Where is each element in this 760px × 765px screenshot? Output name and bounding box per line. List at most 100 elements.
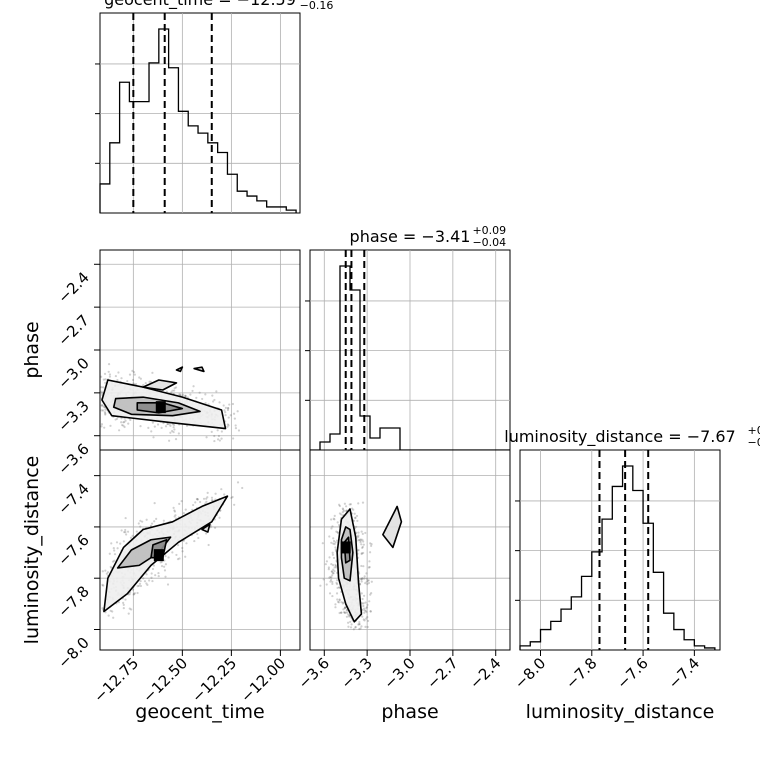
sample-point [184, 395, 187, 398]
sample-point [361, 615, 364, 618]
sample-point [217, 434, 221, 438]
sample-point [109, 424, 112, 427]
sample-point [184, 394, 187, 397]
sample-point [100, 409, 103, 412]
sample-point [359, 538, 362, 541]
sample-point [329, 578, 333, 582]
y-tick-label-luminosity_distance: −7.8 [54, 582, 92, 620]
sample-point [332, 568, 335, 571]
sample-point [337, 601, 340, 604]
sample-point [173, 515, 176, 518]
sample-point [122, 603, 125, 607]
x-tick-label-phase: −3.3 [337, 654, 375, 692]
sample-point [365, 572, 368, 575]
sample-point [107, 614, 110, 617]
sample-point [100, 404, 104, 407]
sample-point [336, 598, 339, 601]
sample-point [132, 382, 135, 385]
sample-point [194, 501, 197, 504]
density-peak [155, 401, 166, 414]
sample-point [370, 542, 373, 546]
sample-point [349, 503, 352, 506]
sample-point [150, 522, 154, 525]
sample-point [102, 378, 105, 381]
contour-phase|luminosity_distance-3 [382, 505, 403, 549]
x-tick-label-geocent_time: −12.75 [90, 654, 142, 706]
sample-point [340, 611, 343, 614]
sample-point [201, 397, 204, 401]
sample-point [131, 378, 135, 382]
sample-point [237, 429, 241, 432]
sample-point [145, 518, 148, 521]
panel-title-plus-phase: +0.09 [472, 224, 506, 237]
sample-point [346, 611, 349, 614]
sample-point [361, 576, 364, 580]
sample-point [144, 381, 147, 385]
sample-point [147, 426, 150, 429]
sample-point [361, 577, 364, 581]
sample-point [121, 424, 124, 427]
sample-point [361, 545, 364, 548]
sample-point [126, 379, 129, 383]
sample-point [146, 583, 149, 586]
sample-point [198, 500, 202, 504]
sample-point [358, 622, 361, 626]
sample-point [343, 611, 346, 614]
sample-point [360, 552, 363, 556]
sample-point [369, 542, 372, 545]
sample-point [151, 567, 155, 571]
sample-point [333, 514, 336, 518]
sample-point [354, 516, 357, 520]
sample-point [115, 417, 119, 420]
sample-point [101, 392, 104, 395]
sample-point [171, 429, 174, 433]
sample-point [198, 391, 201, 394]
sample-point [101, 409, 105, 412]
sample-point [224, 414, 227, 417]
sample-point [361, 546, 364, 549]
sample-point [368, 566, 371, 569]
sample-point [169, 424, 172, 427]
sample-point [131, 588, 135, 591]
sample-point [236, 410, 239, 413]
sample-point [166, 583, 170, 586]
panel-frame-geocent_time|luminosity_distance [99, 449, 301, 651]
sample-point [202, 497, 206, 500]
sample-point [360, 578, 363, 581]
panel-title-luminosity_distance: luminosity_distance = −7.67 [504, 427, 735, 447]
sample-point [366, 625, 369, 629]
histogram-luminosity_distance [519, 465, 716, 650]
sample-point [192, 385, 195, 388]
sample-point [157, 572, 160, 575]
sample-point [196, 532, 199, 536]
x-tick-label-phase: −2.7 [423, 654, 461, 692]
sample-point [367, 579, 370, 582]
sample-point [192, 503, 195, 507]
sample-point [120, 421, 123, 424]
sample-point [109, 609, 112, 612]
x-tick-label-geocent_time: −12.25 [188, 654, 240, 706]
sample-point [152, 564, 156, 567]
sample-point [106, 571, 110, 574]
sample-point [163, 569, 167, 572]
sample-point [150, 572, 153, 575]
sample-point [220, 437, 223, 440]
sample-point [321, 542, 324, 545]
sample-point [365, 617, 368, 620]
sample-point [117, 371, 120, 374]
sample-point [360, 552, 363, 555]
sample-point [101, 607, 104, 610]
sample-point [210, 496, 214, 499]
sample-point [354, 516, 357, 519]
sample-point [216, 438, 220, 441]
sample-point [131, 369, 134, 372]
sample-point [163, 565, 166, 568]
sample-point [114, 374, 117, 378]
sample-point [205, 532, 208, 535]
sample-point [350, 623, 353, 626]
sample-point [100, 386, 103, 389]
sample-point [130, 608, 133, 611]
sample-point [164, 575, 167, 578]
sample-point [124, 419, 127, 422]
